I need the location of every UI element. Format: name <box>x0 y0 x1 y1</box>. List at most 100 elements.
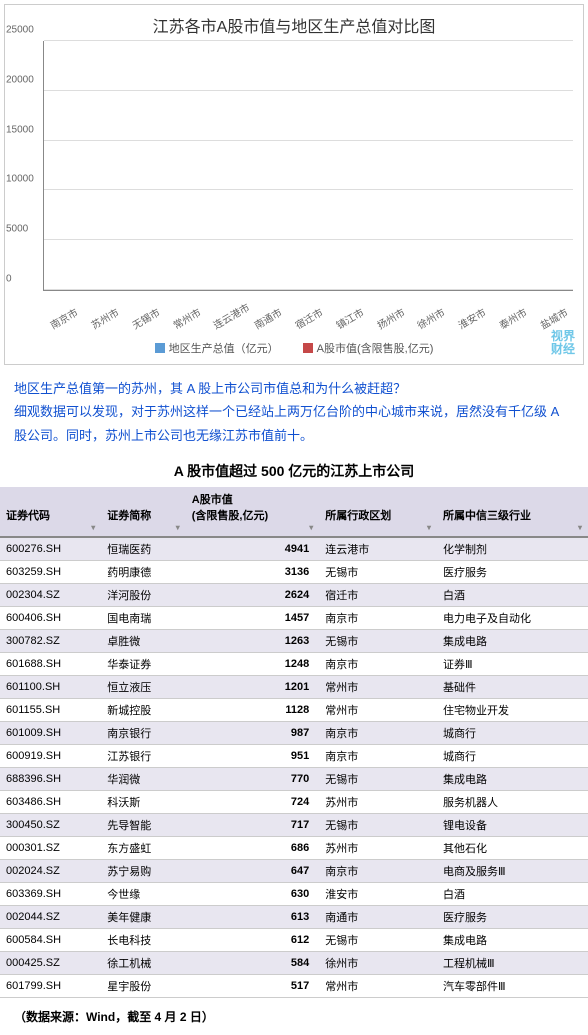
table-cell: 无锡市 <box>319 561 437 584</box>
table-cell: 601799.SH <box>0 975 101 998</box>
table-cell: 科沃斯 <box>101 791 186 814</box>
table-cell: 603486.SH <box>0 791 101 814</box>
table-cell: 南京银行 <box>101 722 186 745</box>
col-header[interactable]: 所属行政区划▾ <box>319 487 437 537</box>
col-header[interactable]: 证券代码▾ <box>0 487 101 537</box>
table-cell: 洋河股份 <box>101 584 186 607</box>
filter-dropdown-icon[interactable]: ▾ <box>578 523 582 532</box>
table-cell: 300450.SZ <box>0 814 101 837</box>
table-cell: 南京市 <box>319 860 437 883</box>
table-cell: 卓胜微 <box>101 630 186 653</box>
table-cell: 服务机器人 <box>437 791 588 814</box>
table-cell: 南京市 <box>319 653 437 676</box>
table-cell: 华润微 <box>101 768 186 791</box>
table-cell: 电力电子及自动化 <box>437 607 588 630</box>
table-cell: 淮安市 <box>319 883 437 906</box>
table-cell: 2624 <box>186 584 319 607</box>
chart-title: 江苏各市A股市值与地区生产总值对比图 <box>5 5 583 41</box>
table-cell: 长电科技 <box>101 929 186 952</box>
table-cell: 医疗服务 <box>437 906 588 929</box>
y-tick-label: 10000 <box>6 174 34 185</box>
table-cell: 300782.SZ <box>0 630 101 653</box>
table-row: 600919.SH江苏银行951南京市城商行 <box>0 745 588 768</box>
table-cell: 717 <box>186 814 319 837</box>
table-header-row: 证券代码▾证券简称▾A股市值(含限售股,亿元)▾所属行政区划▾所属中信三级行业▾ <box>0 487 588 537</box>
col-header[interactable]: 所属中信三级行业▾ <box>437 487 588 537</box>
legend-item-a: 地区生产总值（亿元） <box>155 340 279 356</box>
table-cell: 601688.SH <box>0 653 101 676</box>
table-row: 600406.SH国电南瑞1457南京市电力电子及自动化 <box>0 607 588 630</box>
table-cell: 630 <box>186 883 319 906</box>
table-cell: 南通市 <box>319 906 437 929</box>
col-header[interactable]: A股市值(含限售股,亿元)▾ <box>186 487 319 537</box>
table-cell: 613 <box>186 906 319 929</box>
table-cell: 医疗服务 <box>437 561 588 584</box>
table-cell: 724 <box>186 791 319 814</box>
table-cell: 688396.SH <box>0 768 101 791</box>
table-cell: 常州市 <box>319 975 437 998</box>
table-cell: 其他石化 <box>437 837 588 860</box>
x-tick-label: 宿迁市 <box>292 304 325 332</box>
x-tick-label: 南京市 <box>47 304 80 332</box>
table-row: 603259.SH药明康德3136无锡市医疗服务 <box>0 561 588 584</box>
col-header[interactable]: 证券简称▾ <box>101 487 186 537</box>
table-cell: 600276.SH <box>0 537 101 561</box>
table-row: 002024.SZ苏宁易购647南京市电商及服务Ⅲ <box>0 860 588 883</box>
table-cell: 美年健康 <box>101 906 186 929</box>
watermark: 视界 财经 <box>551 330 575 356</box>
table-cell: 新城控股 <box>101 699 186 722</box>
table-cell: 南京市 <box>319 722 437 745</box>
table-row: 600584.SH长电科技612无锡市集成电路 <box>0 929 588 952</box>
table-cell: 603369.SH <box>0 883 101 906</box>
table-cell: 517 <box>186 975 319 998</box>
table-row: 601688.SH华泰证券1248南京市证券Ⅲ <box>0 653 588 676</box>
table-cell: 白酒 <box>437 883 588 906</box>
table-cell: 987 <box>186 722 319 745</box>
chart-plot-area: 0500010000150002000025000 <box>43 41 573 291</box>
table-row: 300782.SZ卓胜微1263无锡市集成电路 <box>0 630 588 653</box>
table-cell: 星宇股份 <box>101 975 186 998</box>
table-cell: 1128 <box>186 699 319 722</box>
y-tick-label: 15000 <box>6 124 34 135</box>
table-cell: 城商行 <box>437 745 588 768</box>
x-tick-label: 镇江市 <box>333 304 366 332</box>
filter-dropdown-icon[interactable]: ▾ <box>91 523 95 532</box>
table-cell: 600406.SH <box>0 607 101 630</box>
data-source-note: （数据来源：Wind，截至 4 月 2 日） <box>14 1008 574 1025</box>
filter-dropdown-icon[interactable]: ▾ <box>309 523 313 532</box>
table-cell: 徐州市 <box>319 952 437 975</box>
table-row: 601009.SH南京银行987南京市城商行 <box>0 722 588 745</box>
table-cell: 化学制剂 <box>437 537 588 561</box>
table-cell: 603259.SH <box>0 561 101 584</box>
commentary-block: 地区生产总值第一的苏州，其 A 股上市公司市值总和为什么被赶超？ 细观数据可以发… <box>14 377 574 447</box>
table-cell: 证券Ⅲ <box>437 653 588 676</box>
x-tick-label: 常州市 <box>169 304 202 332</box>
table-cell: 苏州市 <box>319 791 437 814</box>
table-row: 603369.SH今世缘630淮安市白酒 <box>0 883 588 906</box>
table-cell: 1457 <box>186 607 319 630</box>
table-row: 000301.SZ东方盛虹686苏州市其他石化 <box>0 837 588 860</box>
x-tick-label: 苏州市 <box>88 304 121 332</box>
table-cell: 集成电路 <box>437 768 588 791</box>
table-cell: 612 <box>186 929 319 952</box>
filter-dropdown-icon[interactable]: ▾ <box>176 523 180 532</box>
table-cell: 集成电路 <box>437 929 588 952</box>
table-cell: 686 <box>186 837 319 860</box>
x-tick-label: 扬州市 <box>373 304 406 332</box>
table-cell: 工程机械Ⅲ <box>437 952 588 975</box>
legend-item-b: A股市值(含限售股,亿元) <box>303 340 434 356</box>
filter-dropdown-icon[interactable]: ▾ <box>427 523 431 532</box>
table-row: 688396.SH华润微770无锡市集成电路 <box>0 768 588 791</box>
x-tick-label: 南通市 <box>251 304 284 332</box>
y-tick-label: 25000 <box>6 25 34 36</box>
table-title: A 股市值超过 500 亿元的江苏上市公司 <box>0 461 588 481</box>
chart-x-labels: 南京市苏州市无锡市常州市连云港市南通市宿迁市镇江市扬州市徐州市淮安市泰州市盐城市 <box>43 301 573 316</box>
table-row: 601155.SH新城控股1128常州市住宅物业开发 <box>0 699 588 722</box>
table-cell: 1201 <box>186 676 319 699</box>
table-cell: 徐工机械 <box>101 952 186 975</box>
table-cell: 连云港市 <box>319 537 437 561</box>
table-cell: 基础件 <box>437 676 588 699</box>
table-cell: 1248 <box>186 653 319 676</box>
table-row: 000425.SZ徐工机械584徐州市工程机械Ⅲ <box>0 952 588 975</box>
stock-table: 证券代码▾证券简称▾A股市值(含限售股,亿元)▾所属行政区划▾所属中信三级行业▾… <box>0 487 588 998</box>
